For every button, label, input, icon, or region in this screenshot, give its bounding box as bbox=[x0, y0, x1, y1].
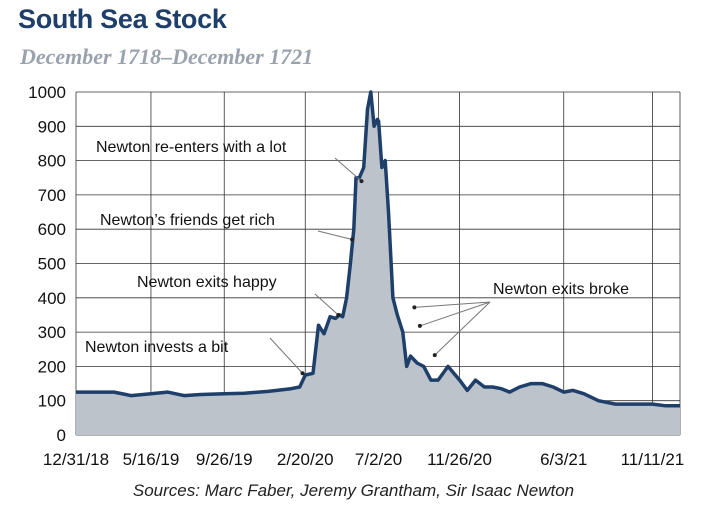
y-tick-label: 400 bbox=[38, 289, 66, 308]
annotation-label: Newton exits happy bbox=[137, 274, 277, 291]
price-line bbox=[76, 90, 680, 408]
chart-area: 0 100 200 300 400 500 600 700 800 900 1000 12/31/1… bbox=[28, 83, 684, 469]
x-tick-label: 11/11/21 bbox=[621, 450, 685, 469]
annotation-label: Newton re-enters with a lot bbox=[96, 139, 287, 156]
annotation-label: Newton’s friends get rich bbox=[100, 212, 275, 229]
y-axis: 0 100 200 300 400 500 600 700 800 900 1000 bbox=[28, 83, 66, 445]
annotation-arrowhead bbox=[432, 353, 437, 358]
x-tick-label: 5/16/19 bbox=[123, 450, 180, 469]
x-tick-label: 6/3/21 bbox=[540, 450, 587, 469]
source-note: Sources: Marc Faber, Jeremy Grantham, Si… bbox=[132, 481, 575, 500]
annotation-arrow bbox=[317, 230, 353, 240]
x-tick-label: 12/31/18 bbox=[43, 450, 109, 469]
annotation-arrowhead bbox=[359, 179, 364, 184]
annotations: Newton invests a bit Newton exits happy Ne… bbox=[85, 139, 629, 376]
y-tick-label: 200 bbox=[38, 357, 66, 376]
annotation-arrow bbox=[434, 301, 491, 356]
y-tick-label: 800 bbox=[38, 152, 66, 171]
annotation-label: Newton invests a bit bbox=[85, 339, 229, 356]
y-tick-label: 300 bbox=[38, 323, 66, 342]
x-tick-label: 7/2/20 bbox=[355, 450, 402, 469]
y-tick-label: 0 bbox=[57, 426, 66, 445]
annotation-arrowhead bbox=[350, 237, 355, 242]
y-tick-label: 500 bbox=[38, 255, 66, 274]
annotation-arrowhead bbox=[336, 312, 341, 317]
y-tick-label: 600 bbox=[38, 220, 66, 239]
annotation-arrow bbox=[334, 157, 362, 182]
annotation-arrowhead bbox=[300, 371, 305, 376]
x-tick-label: 11/26/20 bbox=[427, 450, 492, 469]
annotation-arrow bbox=[414, 301, 491, 308]
annotation-arrow bbox=[419, 301, 491, 327]
x-tick-label: 9/26/19 bbox=[196, 450, 253, 469]
y-tick-label: 900 bbox=[38, 117, 66, 136]
area-fill bbox=[76, 92, 680, 435]
annotation-arrow bbox=[269, 337, 303, 374]
annotation-label: Newton exits broke bbox=[493, 281, 629, 298]
y-tick-label: 700 bbox=[38, 186, 66, 205]
annotation-arrowhead bbox=[417, 323, 422, 328]
y-tick-label: 100 bbox=[38, 392, 66, 411]
chart-subtitle: December 1718–December 1721 bbox=[20, 44, 314, 69]
x-axis: 12/31/18 5/16/19 9/26/19 2/20/20 7/2/20 11/26… bbox=[43, 450, 684, 469]
annotation-arrow bbox=[314, 293, 339, 316]
x-tick-label: 2/20/20 bbox=[277, 450, 334, 469]
y-tick-label: 1000 bbox=[28, 83, 66, 102]
annotation-arrowhead bbox=[412, 305, 417, 310]
chart-title: South Sea Stock bbox=[18, 4, 227, 34]
